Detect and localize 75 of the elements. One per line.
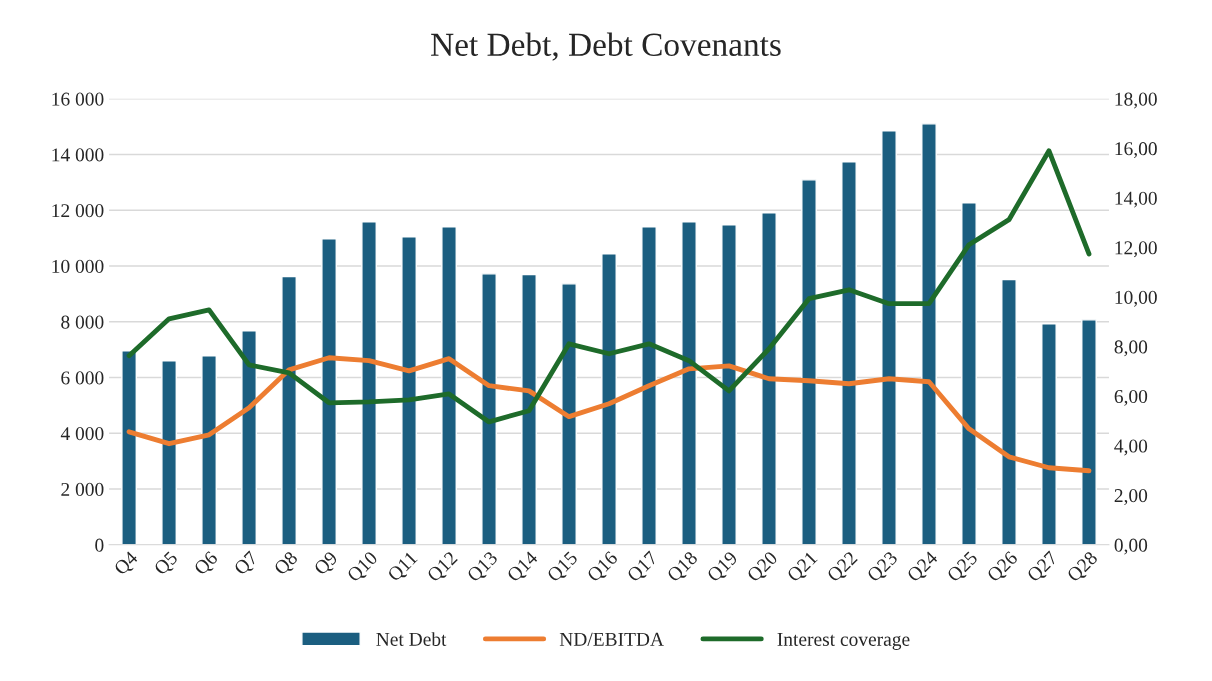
- bar: [1081, 319, 1097, 545]
- y-tick-label: 14 000: [52, 148, 104, 162]
- y2-tick-label: 2,00: [1114, 489, 1148, 505]
- x-tick-label: Q10: [346, 550, 381, 585]
- legend-label: Interest coverage: [777, 632, 910, 650]
- x-tick-label: Q19: [706, 550, 741, 585]
- bar: [201, 355, 217, 545]
- x-tick-label: Q27: [1026, 550, 1061, 585]
- y-tick-label: 0: [95, 538, 104, 552]
- bar: [961, 202, 977, 545]
- bar: [161, 360, 177, 545]
- x-tick-label: Q20: [746, 550, 781, 585]
- x-tick-label: Q18: [666, 550, 701, 585]
- x-tick-label: Q16: [586, 550, 621, 585]
- x-tick-label: Q25: [946, 550, 981, 585]
- bar: [841, 161, 857, 545]
- bar: [281, 275, 297, 545]
- line-series: [126, 148, 1092, 425]
- line-series: [126, 355, 1092, 474]
- bar: [641, 226, 657, 545]
- x-tick-label: Q5: [153, 550, 181, 578]
- y-tick-label: 4 000: [60, 427, 104, 441]
- bar: [361, 220, 377, 545]
- y-tick-label: 6 000: [61, 371, 104, 385]
- bar: [441, 226, 457, 545]
- bar: [721, 224, 737, 545]
- x-tick-label: Q4: [113, 550, 141, 578]
- bar: [881, 130, 897, 545]
- x-tick-label: Q22: [826, 550, 861, 585]
- bar: [1041, 323, 1057, 545]
- y2-tick-label: 14,00: [1115, 191, 1157, 208]
- x-tick-label: Q14: [506, 550, 541, 585]
- x-tick-label: Q26: [986, 550, 1021, 585]
- bar: [121, 350, 137, 545]
- chart-title: Net Debt, Debt Covenants: [431, 32, 781, 61]
- y2-tick-label: 12,00: [1115, 241, 1157, 258]
- bar: [321, 237, 337, 545]
- y-tick-label: 16 000: [52, 92, 104, 106]
- y-tick-label: 8 000: [61, 315, 104, 329]
- x-tick-label: Q9: [313, 550, 341, 578]
- bar: [1001, 278, 1017, 545]
- x-tick-label: Q21: [786, 550, 820, 585]
- y2-tick-label: 0,00: [1114, 538, 1148, 555]
- y2-tick-label: 16,00: [1115, 142, 1157, 159]
- bar: [481, 273, 497, 545]
- x-tick-label: Q12: [426, 550, 461, 585]
- x-tick-label: Q24: [906, 550, 941, 585]
- y-tick-label: 12 000: [52, 204, 104, 218]
- y2-tick-label: 10,00: [1115, 290, 1157, 307]
- y2-tick-label: 6,00: [1114, 389, 1148, 406]
- bar: [801, 179, 817, 545]
- legend-label: ND/EBITDA: [559, 632, 664, 646]
- x-tick-label: Q23: [866, 550, 901, 585]
- y-tick-label: 10 000: [52, 259, 104, 273]
- bar: [681, 220, 697, 545]
- bar: [521, 273, 537, 545]
- legend-label: Net Debt: [376, 632, 447, 646]
- x-tick-label: Q17: [626, 550, 661, 585]
- y2-tick-label: 18,00: [1115, 92, 1157, 109]
- x-tick-label: Q11: [386, 550, 420, 585]
- x-tick-label: Q13: [466, 550, 501, 585]
- bar: [561, 283, 577, 545]
- bar: [921, 123, 937, 545]
- bar: [761, 212, 777, 545]
- x-tick-label: Q7: [233, 550, 261, 578]
- y2-tick-label: 8,00: [1114, 340, 1148, 357]
- bar: [601, 253, 617, 545]
- x-tick-label: Q28: [1066, 550, 1101, 585]
- bar: [241, 329, 257, 545]
- x-tick-label: Q15: [546, 550, 581, 585]
- bar: [401, 236, 417, 545]
- y2-tick-label: 4,00: [1114, 439, 1148, 456]
- x-tick-label: Q8: [273, 550, 301, 578]
- x-tick-label: Q6: [193, 550, 221, 578]
- y-tick-label: 2 000: [61, 482, 104, 496]
